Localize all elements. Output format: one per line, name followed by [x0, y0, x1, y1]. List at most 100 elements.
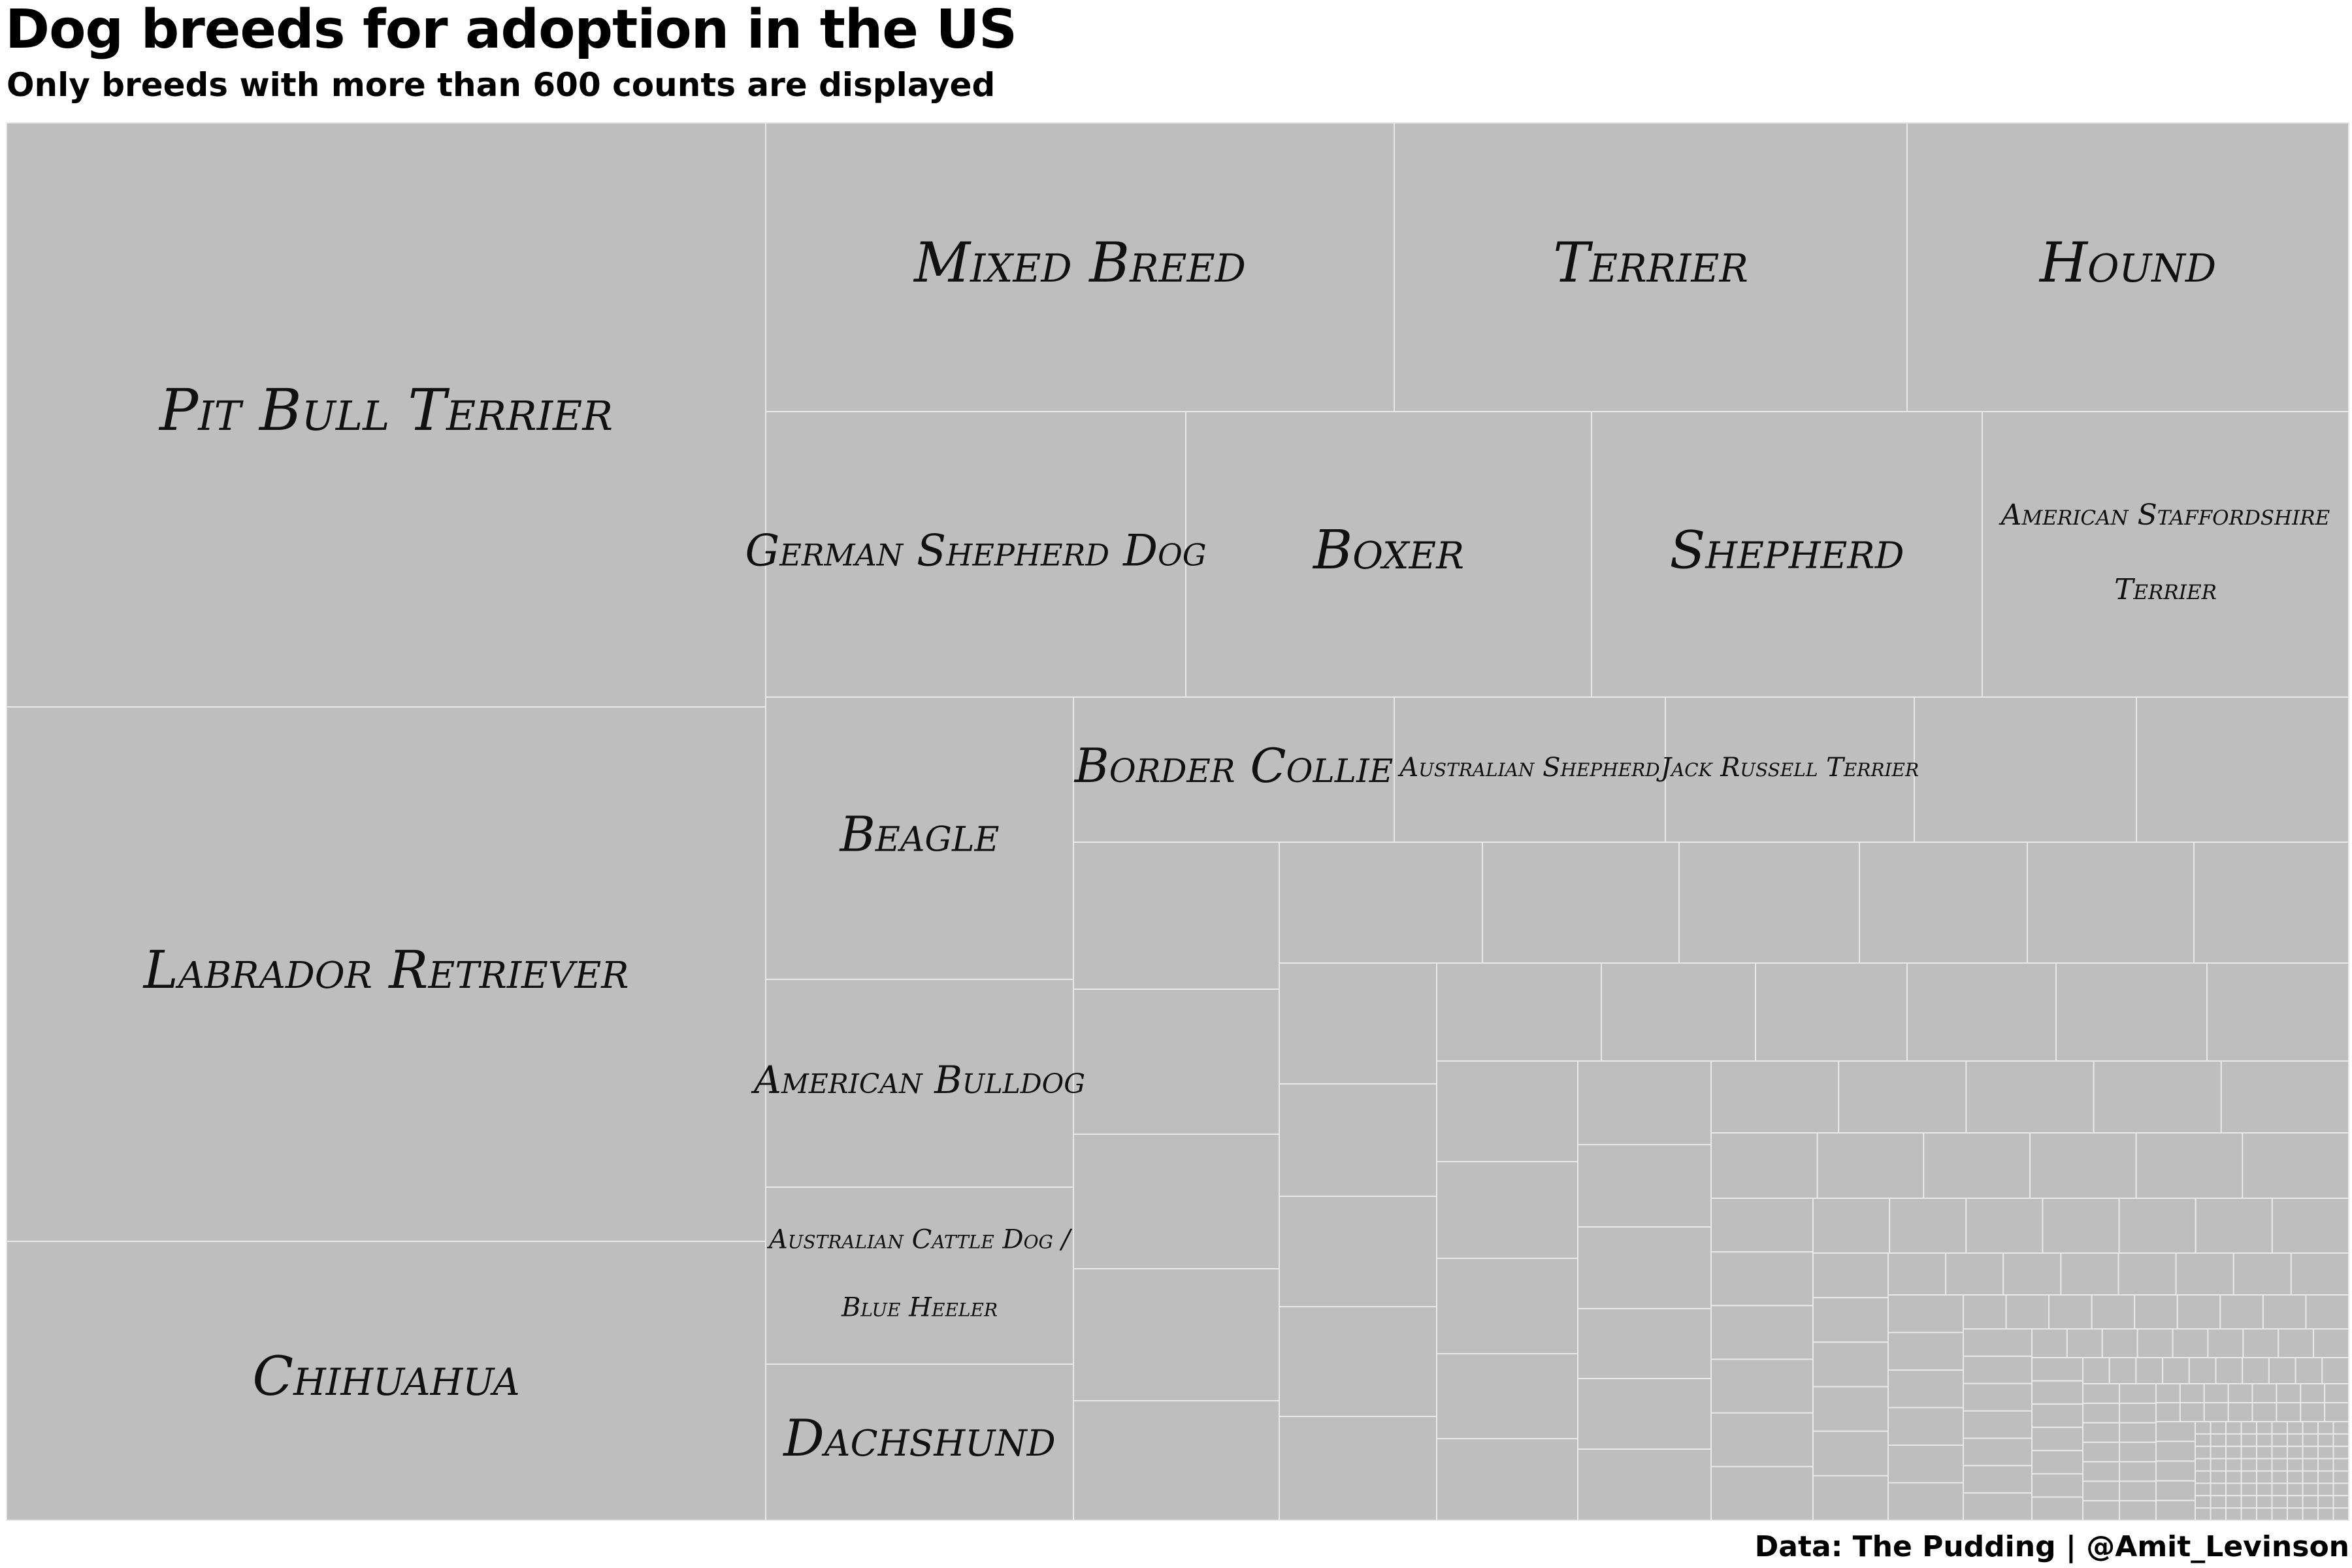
tile-unlabeled — [2324, 1402, 2349, 1422]
tile-unlabeled — [1812, 1430, 1889, 1477]
tile-unlabeled — [2136, 696, 2349, 843]
tile-unlabeled — [2210, 1482, 2227, 1497]
tile-unlabeled — [2332, 1433, 2349, 1447]
tile-unlabeled — [1963, 1328, 2033, 1357]
tile-unlabeled — [1963, 1382, 2033, 1412]
tile-label: American Staffordshire — [1999, 498, 2330, 532]
tile-unlabeled — [2287, 1470, 2304, 1484]
tile-unlabeled — [1436, 1438, 1578, 1521]
tile-unlabeled — [2210, 1470, 2227, 1484]
tile-unlabeled — [2048, 1294, 2093, 1330]
tile-label: Australian Shepherd — [1397, 753, 1659, 783]
tile-unlabeled — [1482, 841, 1680, 964]
tile-unlabeled — [1710, 1251, 1814, 1307]
tile-unlabeled — [2195, 1470, 2212, 1484]
tile-unlabeled — [2082, 1422, 2120, 1443]
tile-unlabeled — [2210, 1433, 2227, 1447]
tile-unlabeled — [2210, 1458, 2227, 1472]
chart-caption: Data: The Pudding | @Amit_Levinson — [1754, 1530, 2349, 1563]
tile-unlabeled — [2256, 1482, 2273, 1497]
tile-unlabeled — [2118, 1198, 2197, 1254]
tile-unlabeled — [1436, 1161, 1578, 1259]
tile-unlabeled — [2332, 1482, 2349, 1497]
tile-unlabeled — [1279, 841, 1483, 964]
tile-unlabeled — [2031, 1496, 2083, 1521]
tile-unlabeled — [2188, 1357, 2217, 1384]
tile-unlabeled — [2256, 1495, 2273, 1509]
tile-unlabeled — [1914, 696, 2137, 843]
tile-unlabeled — [1887, 1445, 1964, 1484]
tile-unlabeled — [2256, 1421, 2273, 1435]
tile-unlabeled — [1710, 1412, 1814, 1467]
tile-unlabeled — [2155, 1460, 2196, 1482]
tile-unlabeled — [2290, 1252, 2349, 1296]
tile-unlabeled — [1887, 1294, 1964, 1333]
labels-layer: Pit Bull Terrier Labrador Retriever Chihua… — [142, 231, 2330, 1468]
tile-unlabeled — [2135, 1357, 2164, 1384]
tile-unlabeled — [2108, 1357, 2137, 1384]
tile-unlabeled — [1812, 1386, 1889, 1432]
tile-unlabeled — [2242, 1328, 2279, 1358]
tile-unlabeled — [2271, 1470, 2288, 1484]
tile-unlabeled — [2031, 1380, 2083, 1405]
tile-unlabeled — [2195, 1433, 2212, 1447]
tile-unlabeled — [2302, 1458, 2319, 1472]
tile-labeled — [6, 122, 766, 708]
tile-unlabeled — [2155, 1383, 2181, 1403]
tile-unlabeled — [2225, 1433, 2242, 1447]
tile-unlabeled — [2332, 1458, 2349, 1472]
tile-unlabeled — [2031, 1473, 2083, 1498]
tile-unlabeled — [2179, 1383, 2205, 1403]
tile-unlabeled — [2276, 1402, 2302, 1422]
tile-unlabeled — [2155, 1480, 2196, 1501]
tile-unlabeled — [2210, 1421, 2227, 1435]
tile-unlabeled — [2287, 1482, 2304, 1497]
tile-unlabeled — [2101, 1328, 2138, 1358]
tile-label: German Shepherd Dog — [745, 526, 1207, 576]
tile-unlabeled — [2271, 1495, 2288, 1509]
tile-unlabeled — [1965, 1060, 2095, 1134]
tile-unlabeled — [1887, 1369, 1964, 1409]
tile-unlabeled — [2262, 1294, 2307, 1330]
tile-unlabeled — [1755, 962, 1908, 1062]
tile-unlabeled — [2091, 1294, 2136, 1330]
tile-unlabeled — [2302, 1495, 2319, 1509]
tile-unlabeled — [1436, 1353, 1578, 1439]
tile-unlabeled — [1838, 1060, 1967, 1134]
tile-labeled — [765, 696, 1074, 980]
tile-label: Terrier — [2114, 573, 2217, 606]
tile-unlabeled — [1073, 1268, 1280, 1401]
tile-label: Terrier — [1553, 231, 1748, 295]
tile-unlabeled — [2227, 1383, 2253, 1403]
tile-unlabeled — [1887, 1482, 1964, 1521]
tile-unlabeled — [2195, 1495, 2212, 1509]
tile-unlabeled — [2232, 1252, 2292, 1296]
tile-labeled — [765, 979, 1074, 1188]
tile-unlabeled — [2313, 1328, 2349, 1358]
tile-unlabeled — [2031, 1426, 2083, 1452]
tile-label: Blue Heeler — [841, 1293, 998, 1323]
tile-unlabeled — [2324, 1383, 2349, 1403]
tile-unlabeled — [2210, 1507, 2227, 1521]
tile-unlabeled — [1963, 1492, 2033, 1521]
tile-unlabeled — [2227, 1402, 2253, 1422]
tile-unlabeled — [2155, 1441, 2196, 1462]
tile-labeled — [1665, 696, 1915, 843]
tile-unlabeled — [2271, 1421, 2288, 1435]
tile-unlabeled — [2271, 1458, 2288, 1472]
tile-unlabeled — [1923, 1132, 2031, 1199]
tile-unlabeled — [1577, 1144, 1712, 1228]
tile-unlabeled — [2251, 1383, 2278, 1403]
tile-unlabeled — [2332, 1470, 2349, 1484]
tile-labeled — [6, 1241, 766, 1521]
tile-unlabeled — [2240, 1470, 2257, 1484]
tile-unlabeled — [2082, 1461, 2120, 1482]
tile-unlabeled — [2203, 1383, 2229, 1403]
chart-title: Dog breeds for adoption in the US — [5, 0, 1017, 61]
tile-unlabeled — [2225, 1445, 2242, 1460]
tile-label: American Bulldog — [751, 1058, 1085, 1102]
tile-unlabeled — [2031, 1403, 2083, 1428]
tile-unlabeled — [2240, 1433, 2257, 1447]
tile-unlabeled — [1887, 1407, 1964, 1446]
